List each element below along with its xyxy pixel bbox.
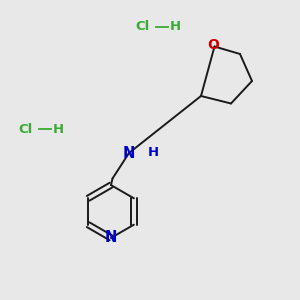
Text: Cl: Cl [135,20,150,34]
Text: H: H [147,146,159,160]
Text: N: N [123,146,135,160]
Text: H: H [170,20,181,34]
Text: Cl: Cl [18,122,33,136]
Text: N: N [105,230,117,245]
Text: H: H [53,122,64,136]
Text: O: O [207,38,219,52]
